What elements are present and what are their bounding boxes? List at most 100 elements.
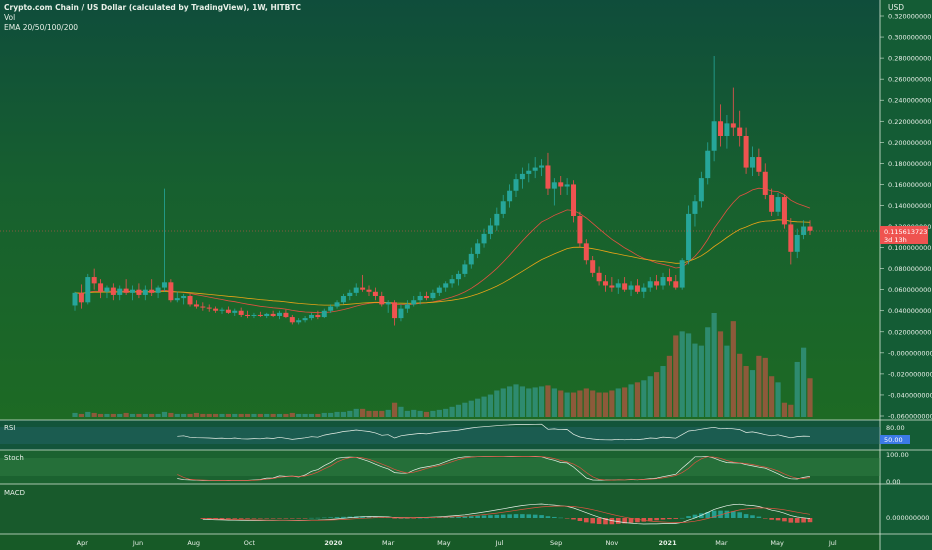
- volume-bar: [781, 402, 788, 417]
- price-tick-label: 0.260000000: [888, 76, 931, 84]
- macd-histogram-bar: [264, 518, 270, 519]
- macd-histogram-bar: [328, 517, 333, 518]
- volume-bar: [174, 413, 180, 417]
- macd-signal-line: [202, 505, 811, 523]
- candle-body: [468, 253, 474, 265]
- macd-histogram-bar: [615, 518, 621, 524]
- candle-body: [372, 291, 378, 296]
- candle-body: [762, 171, 768, 195]
- volume-bar: [507, 386, 513, 417]
- candle-body: [302, 318, 308, 321]
- volume-bar: [366, 410, 372, 417]
- volume-bar: [577, 390, 583, 417]
- candle-body: [270, 313, 276, 316]
- time-tick-label: 2020: [324, 539, 343, 547]
- price-pane-background: [0, 0, 880, 420]
- macd-histogram-bar: [756, 516, 762, 518]
- candle-body: [660, 277, 666, 286]
- macd-histogram-bar: [532, 514, 538, 518]
- price-axis-background[interactable]: [880, 0, 932, 550]
- macd-histogram-bar: [660, 518, 666, 520]
- volume-bar: [449, 406, 455, 417]
- candle-body: [794, 234, 800, 252]
- volume-bar: [104, 413, 110, 417]
- candle-body: [353, 287, 359, 293]
- macd-histogram-bar: [347, 516, 353, 518]
- candle-body: [718, 121, 724, 136]
- macd-histogram-bar: [507, 514, 512, 518]
- volume-bar: [660, 366, 666, 417]
- macd-pane-background: [0, 484, 880, 534]
- candle-body: [277, 312, 283, 316]
- volume-bar: [430, 410, 436, 417]
- volume-bar: [570, 392, 577, 417]
- volume-bar: [602, 392, 609, 417]
- macd-histogram-bar: [711, 510, 717, 518]
- macd-histogram-bar: [577, 518, 583, 522]
- volume-bar: [622, 387, 628, 417]
- candle-body: [519, 173, 525, 180]
- candle-body: [705, 150, 711, 179]
- macd-histogram-bar: [462, 516, 468, 518]
- candle-body: [251, 314, 257, 316]
- time-tick-label: Apr: [77, 539, 89, 547]
- candle-body: [532, 167, 538, 171]
- rsi-label: RSI: [4, 424, 15, 432]
- candle-body: [149, 289, 155, 293]
- price-tick-label: 0.140000000: [888, 202, 931, 210]
- macd-histogram-bar: [411, 518, 417, 519]
- price-tick-label: 0.300000000: [888, 34, 931, 42]
- macd-histogram-bar: [232, 518, 238, 519]
- candle-body: [289, 317, 295, 323]
- candle-body: [161, 282, 167, 288]
- macd-histogram-bar: [481, 515, 487, 518]
- candle-body: [78, 292, 84, 303]
- candle-body: [430, 292, 436, 299]
- volume-bar: [347, 410, 353, 417]
- candle-body: [615, 283, 621, 288]
- macd-histogram-bar: [366, 516, 372, 518]
- volume-bar: [238, 413, 244, 417]
- time-axis-background[interactable]: [0, 534, 880, 550]
- candle-body: [392, 302, 398, 319]
- stoch-pane-background: [0, 450, 880, 484]
- candle-body: [781, 197, 787, 225]
- candle-body: [257, 314, 263, 316]
- volume-bar: [129, 413, 136, 417]
- volume-bar: [737, 353, 743, 417]
- volume-bar: [379, 410, 385, 417]
- macd-histogram-bar: [775, 518, 781, 521]
- volume-bar: [609, 390, 615, 417]
- macd-histogram-bar: [564, 518, 570, 519]
- volume-bar: [353, 408, 359, 417]
- stoch-tick-0: 0.00: [886, 478, 900, 486]
- candle-body: [666, 277, 672, 282]
- macd-histogram-bar: [571, 518, 576, 520]
- candle-body: [769, 194, 775, 212]
- candle-body: [679, 260, 685, 288]
- volume-bar: [692, 343, 698, 417]
- macd-histogram-bar: [584, 518, 589, 523]
- candle-body: [596, 272, 602, 282]
- candle-body: [686, 213, 692, 261]
- volume-bar: [762, 357, 768, 417]
- macd-histogram-bar: [724, 510, 730, 518]
- volume-bar: [283, 413, 289, 417]
- last-price-countdown: 3d 13h: [884, 236, 907, 244]
- volume-bar: [72, 412, 78, 417]
- macd-histogram-bar: [552, 516, 557, 518]
- volume-bar: [558, 390, 564, 417]
- volume-bar: [270, 413, 276, 417]
- macd-histogram-bar: [405, 518, 410, 519]
- rsi-band: [0, 427, 880, 444]
- volume-bar: [679, 331, 685, 417]
- volume-bar: [372, 410, 378, 417]
- candle-body: [104, 287, 110, 292]
- volume-bar: [187, 413, 193, 417]
- candle-body: [264, 313, 270, 316]
- rsi-value-badge: [880, 435, 910, 444]
- candle-body: [206, 307, 212, 309]
- macd-histogram-bar: [545, 516, 551, 518]
- candle-body: [366, 289, 372, 292]
